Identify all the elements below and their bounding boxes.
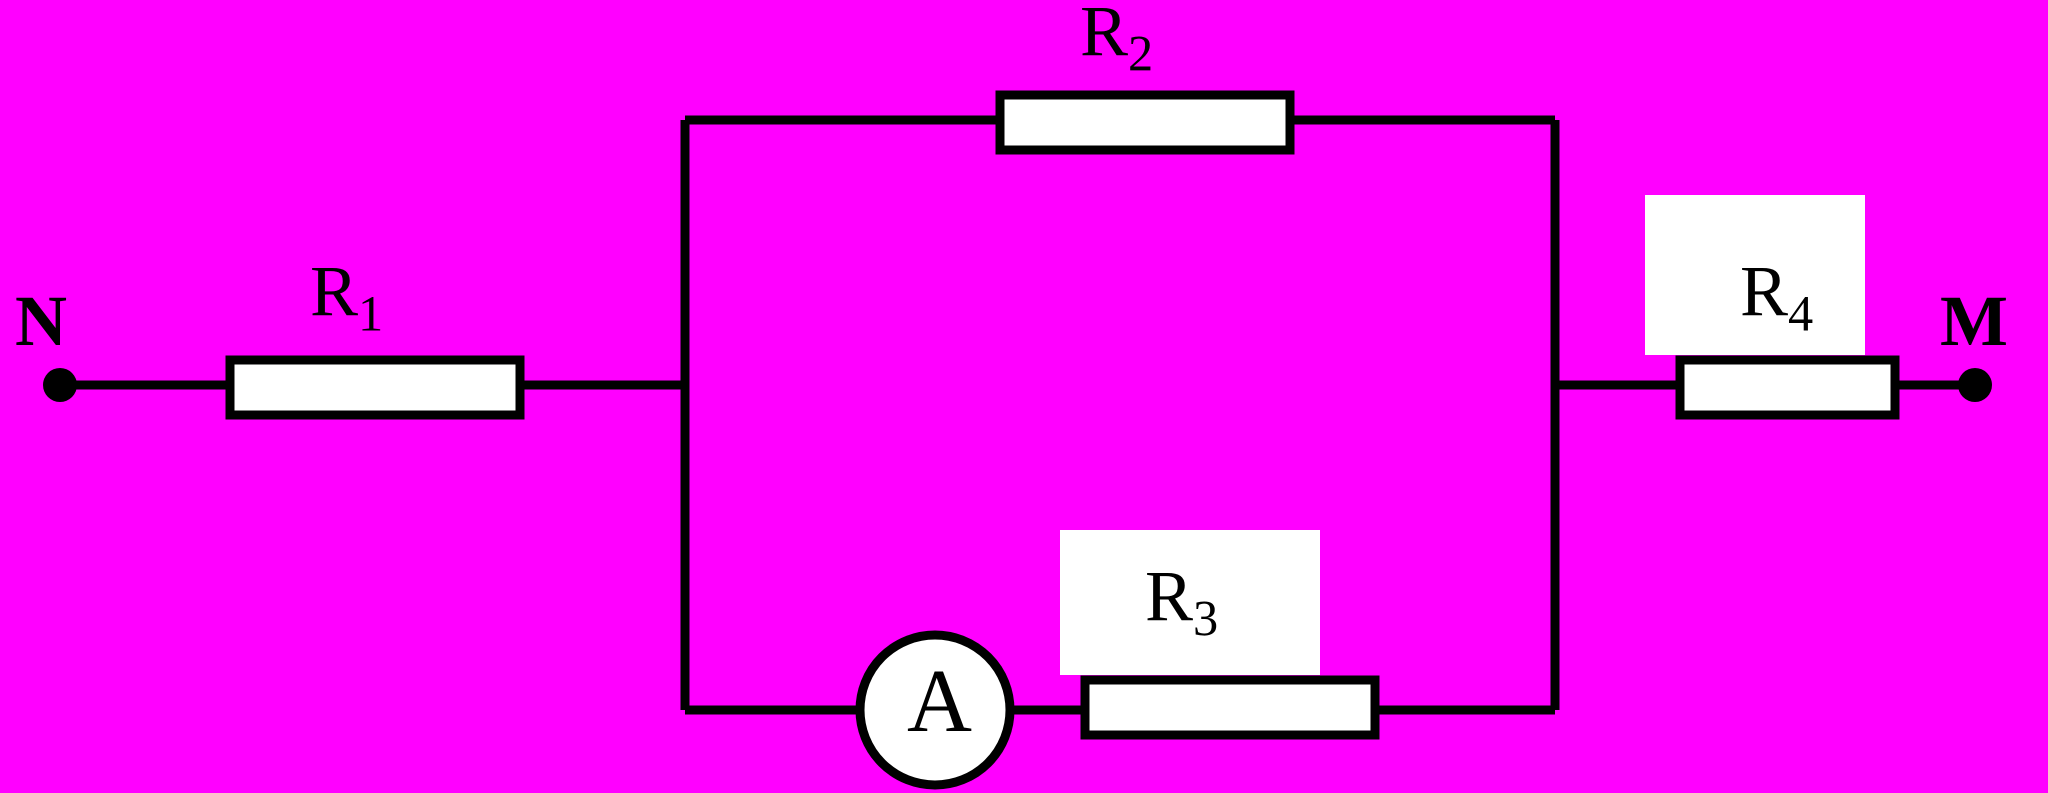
- resistor-r1-label: R1: [310, 250, 383, 342]
- resistor-r3-label: R3: [1145, 555, 1218, 647]
- terminal-n-label: N: [15, 280, 67, 363]
- circuit-svg: [0, 0, 2048, 793]
- ammeter-label: A: [907, 650, 972, 753]
- terminal-m-label: M: [1940, 280, 2008, 363]
- resistor-r2-label: R2: [1080, 0, 1153, 82]
- resistor-r4-label: R4: [1740, 250, 1813, 342]
- circuit-diagram: N M R1 R2 R3 R4 A: [0, 0, 2048, 793]
